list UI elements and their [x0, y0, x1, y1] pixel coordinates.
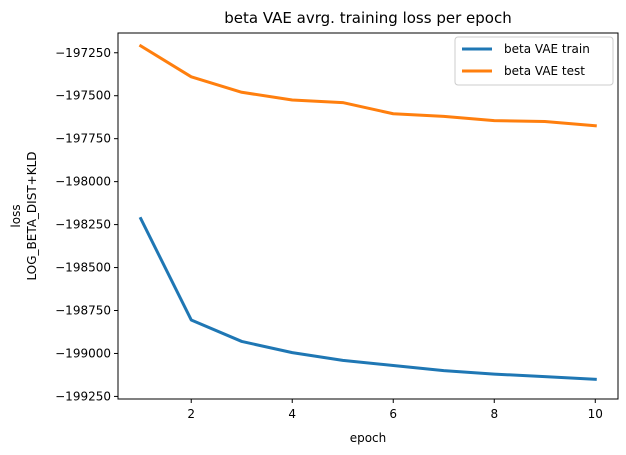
y-axis-label-line1: loss	[9, 204, 23, 227]
series-layer	[138, 43, 597, 381]
y-tick-label: −198000	[55, 175, 111, 189]
series-line-test	[138, 43, 597, 128]
y-tick-label: −199250	[55, 389, 111, 403]
y-tick-label: −199000	[55, 346, 111, 360]
y-tick-label: −198500	[55, 261, 111, 275]
y-tick-label: −198750	[55, 304, 111, 318]
y-tick-label: −197500	[55, 89, 111, 103]
plot-frame	[117, 32, 619, 400]
chart-title: beta VAE avrg. training loss per epoch	[224, 9, 511, 27]
legend-label-test: beta VAE test	[504, 64, 585, 78]
legend: beta VAE train beta VAE test	[454, 36, 614, 86]
legend-label-train: beta VAE train	[504, 42, 590, 56]
y-tick-label: −197750	[55, 132, 111, 146]
x-tick-label: 4	[288, 407, 296, 421]
series-line-train	[138, 216, 597, 381]
y-axis-label-line2: LOG_BETA_DIST+KLD	[25, 152, 39, 281]
x-axis-label: epoch	[350, 431, 387, 445]
y-tick-label: −197250	[55, 46, 111, 60]
y-tick-label: −198250	[55, 218, 111, 232]
x-tick-label: 6	[389, 407, 397, 421]
x-tick-label: 2	[187, 407, 195, 421]
x-tick-label: 10	[588, 407, 603, 421]
legend-frame	[454, 36, 614, 86]
ticks-layer: 2 4 6 8 10 −199250 −199000 −198750 −198500 −19825…	[55, 46, 603, 421]
x-tick-label: 8	[490, 407, 498, 421]
